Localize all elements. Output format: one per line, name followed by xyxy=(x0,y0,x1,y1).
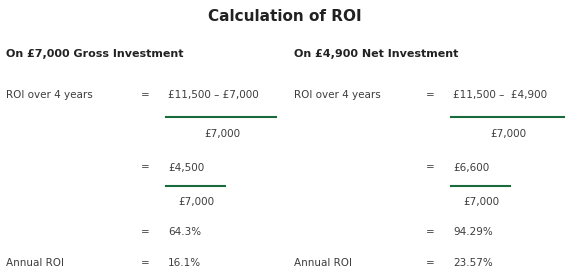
Text: Annual ROI: Annual ROI xyxy=(294,258,352,268)
Text: Calculation of ROI: Calculation of ROI xyxy=(208,9,362,24)
Text: 16.1%: 16.1% xyxy=(168,258,201,268)
Text: =: = xyxy=(426,227,435,237)
Text: £7,000: £7,000 xyxy=(178,197,215,207)
Text: £7,000: £7,000 xyxy=(463,197,500,207)
Text: On £4,900 Net Investment: On £4,900 Net Investment xyxy=(294,49,458,59)
Text: £11,500 – £7,000: £11,500 – £7,000 xyxy=(168,90,259,100)
Text: £4,500: £4,500 xyxy=(168,162,205,173)
Text: =: = xyxy=(141,90,150,100)
Text: =: = xyxy=(426,258,435,268)
Text: £11,500 –  £4,900: £11,500 – £4,900 xyxy=(453,90,547,100)
Text: 94.29%: 94.29% xyxy=(453,227,493,237)
Text: ROI over 4 years: ROI over 4 years xyxy=(294,90,380,100)
Text: =: = xyxy=(141,227,150,237)
Text: £7,000: £7,000 xyxy=(491,129,527,139)
Text: =: = xyxy=(141,258,150,268)
Text: Annual ROI: Annual ROI xyxy=(6,258,64,268)
Text: On £7,000 Gross Investment: On £7,000 Gross Investment xyxy=(6,49,183,59)
Text: =: = xyxy=(426,90,435,100)
Text: =: = xyxy=(141,162,150,173)
Text: 23.57%: 23.57% xyxy=(453,258,493,268)
Text: £7,000: £7,000 xyxy=(204,129,241,139)
Text: =: = xyxy=(426,162,435,173)
Text: £6,600: £6,600 xyxy=(453,162,490,173)
Text: ROI over 4 years: ROI over 4 years xyxy=(6,90,92,100)
Text: 64.3%: 64.3% xyxy=(168,227,201,237)
